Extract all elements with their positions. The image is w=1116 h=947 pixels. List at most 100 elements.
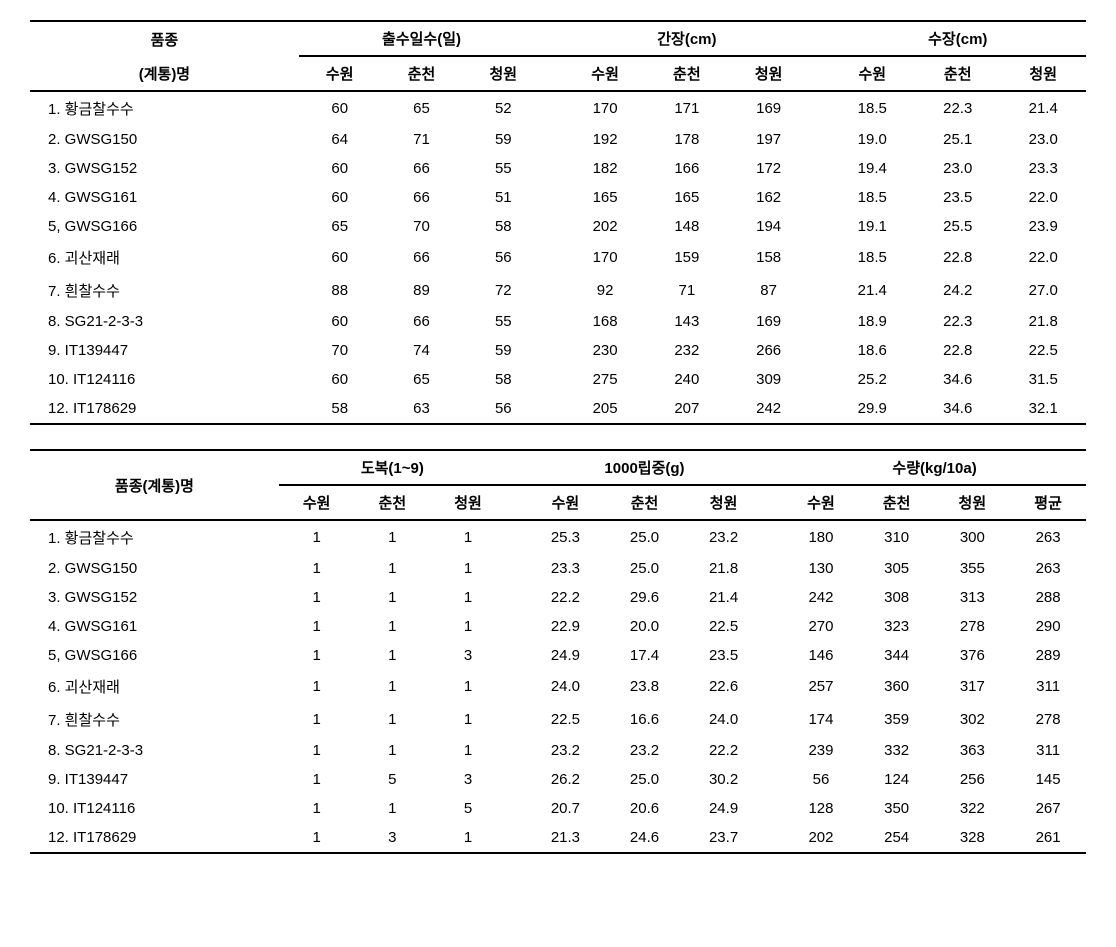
gap — [506, 823, 526, 853]
cell-value: 278 — [934, 612, 1010, 641]
gap — [763, 520, 783, 554]
cell-value: 344 — [859, 641, 935, 670]
cell-value: 376 — [934, 641, 1010, 670]
cell-value: 165 — [564, 183, 646, 212]
table-row: 2. GWSG15011123.325.021.8130305355263 — [30, 554, 1086, 583]
gap — [544, 241, 564, 274]
cell-value: 65 — [381, 365, 463, 394]
gap — [506, 736, 526, 765]
cell-value: 165 — [646, 183, 728, 212]
gap — [506, 450, 526, 485]
table-row: 7. 흰찰수수88897292718721.424.227.0 — [30, 274, 1086, 307]
table-row: 3. GWSG15211122.229.621.4242308313288 — [30, 583, 1086, 612]
cell-value: 59 — [462, 336, 544, 365]
col-suwon: 수원 — [783, 485, 859, 520]
col-cheongwon: 청원 — [1000, 56, 1086, 91]
cell-value: 65 — [381, 91, 463, 125]
cell-value: 19.0 — [830, 125, 915, 154]
cell-value: 302 — [934, 703, 1010, 736]
col-cheongwon: 청원 — [430, 485, 506, 520]
gap — [506, 520, 526, 554]
table2-body: 1. 황금찰수수11125.325.023.21803103002632. GW… — [30, 520, 1086, 853]
variety-name: 1. 황금찰수수 — [30, 520, 279, 554]
col-chuncheon: 춘천 — [381, 56, 463, 91]
cell-value: 1 — [430, 823, 506, 853]
variety-name: 6. 괴산재래 — [30, 241, 299, 274]
table-row: 12. IT17862913121.324.623.7202254328261 — [30, 823, 1086, 853]
cell-value: 56 — [783, 765, 859, 794]
gap — [763, 554, 783, 583]
gap — [763, 670, 783, 703]
cell-value: 3 — [355, 823, 431, 853]
cell-value: 60 — [299, 91, 381, 125]
cell-value: 1 — [430, 703, 506, 736]
col-suwon: 수원 — [299, 56, 381, 91]
cell-value: 23.5 — [915, 183, 1000, 212]
cell-value: 166 — [646, 154, 728, 183]
cell-value: 66 — [381, 241, 463, 274]
cell-value: 289 — [1010, 641, 1086, 670]
cell-value: 24.6 — [605, 823, 684, 853]
table-row: 2. GWSG15064715919217819719.025.123.0 — [30, 125, 1086, 154]
cell-value: 60 — [299, 241, 381, 274]
cell-value: 1 — [355, 612, 431, 641]
cell-value: 1 — [430, 670, 506, 703]
gap — [810, 154, 830, 183]
col-suwon: 수원 — [830, 56, 915, 91]
cell-value: 65 — [299, 212, 381, 241]
cell-value: 207 — [646, 394, 728, 424]
cell-value: 130 — [783, 554, 859, 583]
table-row: 10. IT12411611520.720.624.9128350322267 — [30, 794, 1086, 823]
cell-value: 242 — [728, 394, 810, 424]
gap — [810, 125, 830, 154]
cell-value: 169 — [728, 307, 810, 336]
cell-value: 1 — [279, 641, 355, 670]
cell-value: 21.4 — [1000, 91, 1086, 125]
cell-value: 70 — [381, 212, 463, 241]
col-cheongwon: 청원 — [728, 56, 810, 91]
cell-value: 169 — [728, 91, 810, 125]
cell-value: 1 — [279, 703, 355, 736]
cell-value: 34.6 — [915, 394, 1000, 424]
table-row: 4. GWSG16111122.920.022.5270323278290 — [30, 612, 1086, 641]
cell-value: 21.4 — [830, 274, 915, 307]
cell-value: 18.5 — [830, 91, 915, 125]
cell-value: 18.5 — [830, 183, 915, 212]
cell-value: 1 — [279, 823, 355, 853]
variety-header: 품종(계통)명 — [30, 450, 279, 520]
gap — [810, 365, 830, 394]
gap — [810, 274, 830, 307]
cell-value: 1 — [279, 520, 355, 554]
cell-value: 170 — [564, 241, 646, 274]
table-row: 4. GWSG16160665116516516218.523.522.0 — [30, 183, 1086, 212]
col-chuncheon: 춘천 — [859, 485, 935, 520]
cell-value: 24.9 — [526, 641, 605, 670]
gap — [544, 365, 564, 394]
cell-value: 59 — [462, 125, 544, 154]
variety-name: 10. IT124116 — [30, 365, 299, 394]
cell-value: 313 — [934, 583, 1010, 612]
cell-value: 22.8 — [915, 336, 1000, 365]
cell-value: 23.0 — [1000, 125, 1086, 154]
cell-value: 1 — [279, 736, 355, 765]
table-row: 7. 흰찰수수11122.516.624.0174359302278 — [30, 703, 1086, 736]
cell-value: 74 — [381, 336, 463, 365]
cell-value: 174 — [783, 703, 859, 736]
cell-value: 25.0 — [605, 554, 684, 583]
group-header-1000grain: 1000립중(g) — [526, 450, 763, 485]
cell-value: 261 — [1010, 823, 1086, 853]
cell-value: 5 — [355, 765, 431, 794]
cell-value: 23.3 — [526, 554, 605, 583]
gap — [506, 670, 526, 703]
gap — [544, 125, 564, 154]
cell-value: 178 — [646, 125, 728, 154]
cell-value: 350 — [859, 794, 935, 823]
table-row: 12. IT17862958635620520724229.934.632.1 — [30, 394, 1086, 424]
cell-value: 266 — [728, 336, 810, 365]
cell-value: 70 — [299, 336, 381, 365]
cell-value: 242 — [783, 583, 859, 612]
variety-name: 9. IT139447 — [30, 765, 279, 794]
group-header-panicle-length: 수장(cm) — [830, 21, 1086, 56]
variety-name: 4. GWSG161 — [30, 612, 279, 641]
cell-value: 1 — [355, 520, 431, 554]
